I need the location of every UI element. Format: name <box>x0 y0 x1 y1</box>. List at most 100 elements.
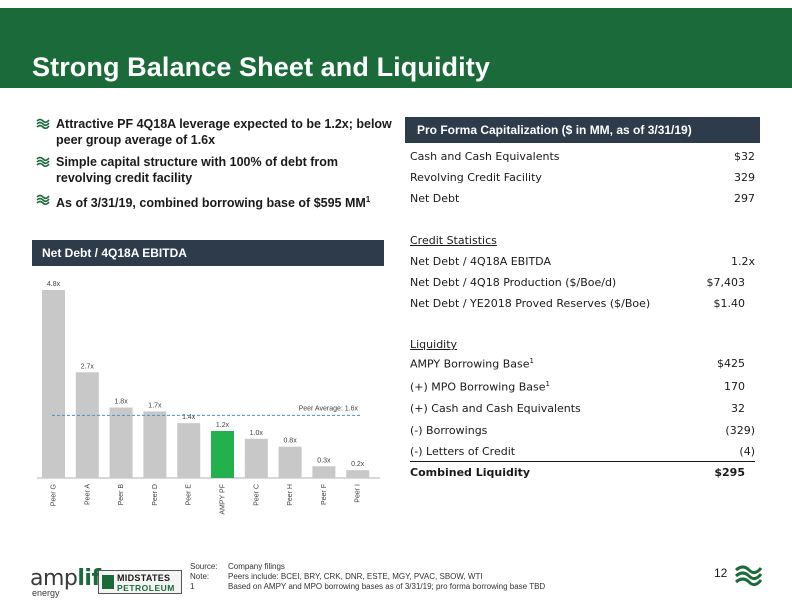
footnote-text: Based on AMPY and MPO borrowing bases as… <box>228 582 546 591</box>
row-label: (-) Borrowings <box>410 424 488 437</box>
table-row: (-) Letters of Credit (4) <box>410 445 755 465</box>
category-label: Peer B <box>118 484 125 506</box>
category-label: AMPY PF <box>220 484 227 515</box>
bar <box>312 466 336 478</box>
section-title: Credit Statistics <box>410 234 755 254</box>
row-label: Cash and Cash Equivalents <box>410 150 560 163</box>
bullet-text: As of 3/31/19, combined borrowing base o… <box>56 196 366 211</box>
row-value: (329) <box>725 424 755 437</box>
row-value: 170 <box>724 380 745 393</box>
category-label: Peer G <box>51 484 58 506</box>
row-label: (+) Cash and Cash Equivalents <box>410 402 581 415</box>
bar <box>75 372 99 478</box>
footnote-key: 1 <box>190 582 195 591</box>
bar-value-label: 1.0x <box>250 430 264 437</box>
title-bar <box>0 8 792 88</box>
row-value: 297 <box>734 192 755 205</box>
bar <box>177 423 201 478</box>
row-label: Revolving Credit Facility <box>410 171 542 184</box>
bar-value-label: 1.7x <box>148 402 162 409</box>
green-wave-icon <box>36 156 50 167</box>
row-value: 32 <box>731 402 745 415</box>
amplify-logo-sub: energy <box>32 588 60 598</box>
table-row: AMPY Borrowing Base1 $425 <box>410 357 755 377</box>
row-value: 1.2x <box>730 255 755 268</box>
bullet-item: Attractive PF 4Q18A leverage expected to… <box>36 116 396 148</box>
bar <box>211 431 234 478</box>
footnote-text: Company filings <box>228 562 285 571</box>
footnote-key: Note: <box>190 572 210 581</box>
total-row: Combined Liquidity $295 <box>410 466 755 486</box>
row-label: (-) Letters of Credit <box>410 445 516 458</box>
footnote-marker: 1 <box>545 380 550 388</box>
green-wave-logo-icon <box>735 565 762 587</box>
bullet-text: Attractive PF 4Q18A leverage expected to… <box>56 117 392 147</box>
bar-value-label: 2.7x <box>81 363 95 370</box>
bullet-list: Attractive PF 4Q18A leverage expected to… <box>36 116 396 217</box>
bar <box>244 438 268 478</box>
row-value: $32 <box>734 150 755 163</box>
row-label: Net Debt <box>410 192 460 205</box>
total-value: $295 <box>714 466 745 479</box>
bar-value-label: 0.2x <box>351 461 365 468</box>
row-label: (+) MPO Borrowing Base1 <box>410 380 550 394</box>
table-row: Cash and Cash Equivalents $32 <box>410 150 755 170</box>
category-label: Peer E <box>186 484 193 506</box>
row-label: Net Debt / 4Q18A EBITDA <box>410 255 551 268</box>
bar-value-label: 1.8x <box>114 399 128 406</box>
category-label: Peer C <box>253 484 260 506</box>
net-debt-ebitda-chart: 4.8x Peer G 2.7x Peer A 1.8x Peer B 1.7x Peer D… <box>37 281 380 515</box>
midstates-logo-top: MIDSTATES <box>117 573 171 583</box>
table-row: Net Debt / 4Q18 Production ($/Boe/d) $7,… <box>410 276 755 296</box>
page-title: Strong Balance Sheet and Liquidity <box>32 52 490 82</box>
chart-header: Net Debt / 4Q18A EBITDA <box>32 240 384 266</box>
table-row: Net Debt / YE2018 Proved Reserves ($/Boe… <box>410 297 755 317</box>
footnote-key: Source: <box>190 562 218 571</box>
total-label: Combined Liquidity <box>410 466 531 479</box>
bar-value-label: 1.2x <box>216 422 230 429</box>
footnote-marker: 1 <box>529 357 534 365</box>
bullet-text: Simple capital structure with 100% of de… <box>56 155 339 185</box>
table-row: Net Debt 297 <box>410 192 755 212</box>
row-label: Net Debt / 4Q18 Production ($/Boe/d) <box>410 276 617 289</box>
credit-stats-title: Credit Statistics <box>410 234 497 247</box>
table-row: Net Debt / 4Q18A EBITDA 1.2x <box>410 255 755 275</box>
midstates-logo-bottom: PETROLEUM <box>117 583 175 593</box>
bar-value-label: 4.8x <box>47 281 61 288</box>
midstates-logo: MIDSTATES PETROLEUM <box>98 570 182 594</box>
category-label: Peer F <box>321 484 328 505</box>
green-wave-icon <box>36 118 50 129</box>
green-wave-icon <box>36 194 50 205</box>
section-title: Liquidity <box>410 338 755 358</box>
bar <box>42 290 65 478</box>
row-value: 329 <box>734 171 755 184</box>
footnote-text: Peers include: BCEI, BRY, CRK, DNR, ESTE… <box>228 572 483 581</box>
peer-average-label: Peer Average: 1.6x <box>299 405 359 412</box>
category-label: Peer A <box>84 484 91 505</box>
bullet-item: As of 3/31/19, combined borrowing base o… <box>36 192 396 211</box>
category-label: Peer I <box>355 484 362 503</box>
capitalization-header: Pro Forma Capitalization ($ in MM, as of… <box>405 117 760 143</box>
row-label: AMPY Borrowing Base1 <box>410 357 534 371</box>
row-label: Net Debt / YE2018 Proved Reserves ($/Boe… <box>410 297 651 310</box>
bar-value-label: 0.8x <box>283 438 297 445</box>
footer: amplify energy MIDSTATES PETROLEUM Sourc… <box>0 548 792 612</box>
table-row: Revolving Credit Facility 329 <box>410 171 755 191</box>
bar <box>143 411 167 478</box>
row-value: $1.40 <box>713 297 746 310</box>
row-value: $7,403 <box>706 276 746 289</box>
category-label: Peer D <box>152 484 159 506</box>
bar-value-label: 0.3x <box>317 457 331 464</box>
bar-value-label: 1.4x <box>182 414 196 421</box>
table-row: (+) MPO Borrowing Base1 170 <box>410 380 755 400</box>
row-value: $425 <box>717 357 745 370</box>
footnote-marker: 1 <box>365 195 371 204</box>
top-strip <box>0 0 792 8</box>
row-value: (4) <box>739 445 755 458</box>
midstates-mark-icon <box>102 575 114 589</box>
bar <box>346 470 370 478</box>
category-label: Peer H <box>287 484 294 506</box>
page-number: 12 <box>714 566 728 580</box>
bullet-item: Simple capital structure with 100% of de… <box>36 154 396 186</box>
table-row: (-) Borrowings (329) <box>410 424 755 444</box>
